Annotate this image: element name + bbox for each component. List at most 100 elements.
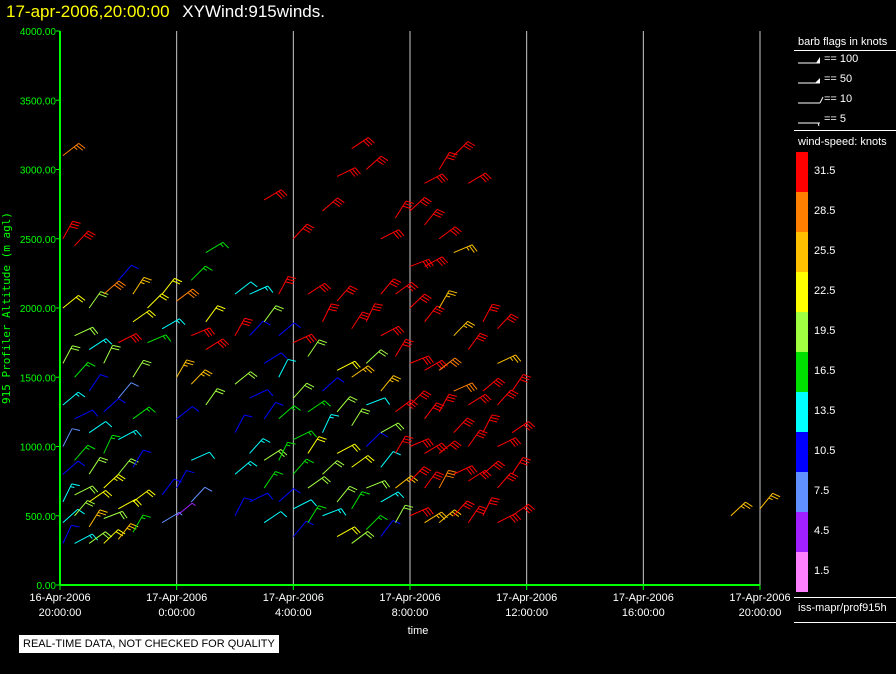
barb-feather <box>321 477 329 485</box>
barb-flags-title: barb flags in knots <box>798 36 888 48</box>
barb-feather <box>112 434 121 438</box>
barb-feather <box>267 389 274 397</box>
barb-feather <box>378 157 387 164</box>
barb-shaft <box>511 421 529 434</box>
wind-barb <box>322 303 340 323</box>
barb-feather <box>447 396 456 400</box>
barb-feather <box>319 286 327 293</box>
barb-feather <box>454 440 462 447</box>
barb-shaft <box>263 189 282 201</box>
barb-shaft <box>409 293 425 309</box>
wind-barb <box>380 451 401 468</box>
barb-shaft <box>234 460 251 475</box>
barb-shaft <box>191 327 210 337</box>
barb-feather <box>367 137 375 144</box>
barb-shaft <box>453 417 468 433</box>
barb-feather <box>485 172 492 180</box>
barb-shaft <box>322 197 338 212</box>
barb-flag-label: == 50 <box>824 73 853 85</box>
barb-feather <box>336 460 345 466</box>
wind-barb <box>88 490 113 503</box>
x-tick-date: 17-Apr-2006 <box>146 592 207 604</box>
wind-barb <box>409 293 432 309</box>
barb-flag-icon <box>798 122 820 127</box>
wind-barb <box>351 531 375 544</box>
barb-shaft <box>234 497 245 516</box>
barb-half-feather <box>362 368 367 373</box>
wind-barb <box>322 414 340 433</box>
wind-barb <box>205 241 230 254</box>
quality-disclaimer: REAL-TIME DATA, NOT CHECKED FOR QUALITY <box>19 635 279 653</box>
barb-feather <box>280 449 288 456</box>
barb-half-feather <box>96 514 101 517</box>
barb-shaft <box>263 305 277 323</box>
barb-feather <box>354 167 361 175</box>
wind-barb <box>234 317 253 336</box>
barb-feather <box>410 475 418 482</box>
wind-barb <box>307 400 331 413</box>
wind-barb <box>409 390 432 406</box>
wind-barb <box>62 524 80 544</box>
barb-feather <box>471 465 478 473</box>
colorbar-bin: 10.5 <box>796 432 896 472</box>
barb-shaft <box>249 492 268 503</box>
barb-feather <box>479 332 488 337</box>
barb-feather <box>475 510 485 515</box>
barb-feather <box>360 314 369 318</box>
barb-shaft <box>365 349 382 364</box>
wind-barb <box>103 510 128 520</box>
wind-barb <box>365 432 388 447</box>
barb-feather <box>425 356 432 364</box>
barb-feather <box>135 498 142 506</box>
wind-barb <box>380 491 405 503</box>
wind-barb <box>366 480 391 489</box>
wind-barb <box>62 142 86 157</box>
barb-shaft <box>351 137 369 150</box>
barb-shaft <box>394 200 407 219</box>
barb-shaft <box>292 458 307 475</box>
barb-half-feather <box>378 517 383 521</box>
barb-feather <box>219 340 227 347</box>
barb-flag-icon <box>798 96 824 104</box>
barb-feather <box>523 507 531 514</box>
wind-barb <box>118 498 142 510</box>
barb-shaft <box>511 374 524 392</box>
barb-feather <box>424 293 432 299</box>
barb-feather <box>477 432 486 436</box>
barb-feather <box>468 245 475 253</box>
wind-barb <box>62 428 81 447</box>
wind-barb <box>88 338 113 350</box>
barb-feather <box>479 175 487 183</box>
wind-barb <box>234 497 253 516</box>
barb-feather <box>116 282 124 289</box>
barb-feather <box>465 143 474 149</box>
barb-feather <box>419 470 428 476</box>
barb-flag-icon <box>798 57 820 64</box>
barb-feather <box>349 485 358 491</box>
barb-feather <box>471 244 478 252</box>
barb-feather <box>432 310 441 315</box>
barb-half-feather <box>308 431 312 436</box>
barb-shaft <box>62 428 73 447</box>
barb-feather <box>267 492 274 500</box>
barb-feather <box>510 313 519 319</box>
barb-feather <box>77 460 86 467</box>
barb-shaft <box>161 318 180 330</box>
barb-half-feather <box>337 509 342 514</box>
barb-feather <box>436 259 443 267</box>
barb-feather <box>509 440 516 447</box>
barb-shaft <box>293 430 312 441</box>
barb-feather <box>351 168 359 176</box>
barb-shaft <box>161 278 175 295</box>
barb-feather <box>428 438 434 446</box>
barb-flag-legend-row: == 10 <box>798 93 896 107</box>
barb-feather <box>522 456 531 461</box>
barb-shaft <box>380 375 394 392</box>
barb-feather <box>506 394 515 399</box>
barb-feather <box>165 334 172 342</box>
barb-feather <box>98 511 107 516</box>
barb-feather <box>528 503 536 511</box>
barb-shaft <box>88 374 101 392</box>
barb-feather <box>250 281 258 288</box>
barb-shaft <box>278 442 288 461</box>
